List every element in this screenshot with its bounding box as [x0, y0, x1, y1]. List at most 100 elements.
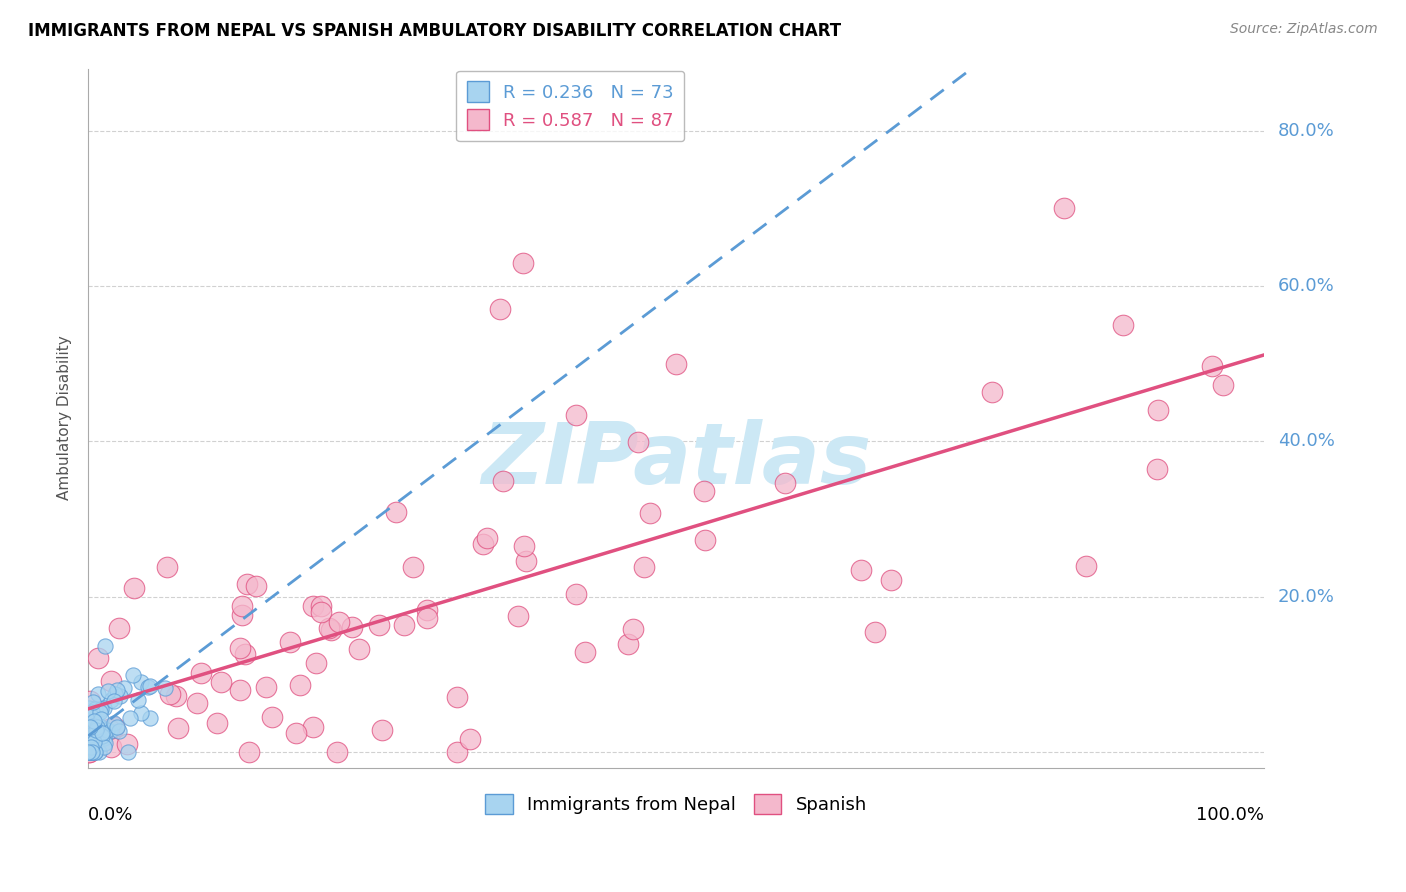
Point	[340, 620, 363, 634]
Point	[79, 694, 101, 708]
Text: 100.0%: 100.0%	[1197, 806, 1264, 824]
Point	[863, 624, 886, 639]
Y-axis label: Ambulatory Disability: Ambulatory Disability	[58, 335, 72, 500]
Point	[80, 705, 103, 719]
Point	[84, 745, 107, 759]
Point	[515, 554, 537, 568]
Point	[103, 715, 125, 730]
Point	[190, 666, 212, 681]
Point	[82, 719, 104, 733]
Point	[458, 732, 481, 747]
Point	[1146, 462, 1168, 476]
Point	[86, 721, 108, 735]
Point	[80, 745, 103, 759]
Point	[77, 700, 100, 714]
Point	[108, 724, 131, 739]
Point	[127, 692, 149, 706]
Point	[97, 683, 120, 698]
Point	[87, 718, 110, 732]
Point	[665, 357, 688, 371]
Point	[309, 606, 332, 620]
Point	[446, 690, 468, 705]
Point	[139, 680, 162, 694]
Point	[93, 736, 115, 750]
Point	[108, 621, 131, 635]
Point	[93, 740, 115, 755]
Point	[1146, 403, 1168, 417]
Point	[83, 714, 105, 728]
Point	[83, 716, 105, 731]
Point	[96, 723, 118, 738]
Point	[90, 720, 112, 734]
Point	[392, 618, 415, 632]
Point	[693, 533, 716, 548]
Point	[89, 705, 111, 719]
Point	[207, 715, 229, 730]
Point	[80, 717, 103, 731]
Point	[97, 723, 120, 737]
Point	[80, 728, 103, 742]
Point	[80, 745, 103, 759]
Point	[80, 745, 103, 759]
Point	[692, 483, 714, 498]
Text: 60.0%: 60.0%	[1278, 277, 1334, 295]
Point	[347, 641, 370, 656]
Point	[565, 587, 588, 601]
Point	[319, 623, 342, 637]
Point	[512, 256, 534, 270]
Point	[326, 745, 349, 759]
Point	[82, 718, 104, 732]
Point	[304, 656, 326, 670]
Point	[165, 689, 187, 703]
Point	[77, 745, 100, 759]
Point	[117, 745, 139, 759]
Point	[508, 609, 530, 624]
Point	[91, 729, 114, 743]
Point	[136, 680, 159, 694]
Point	[231, 599, 253, 613]
Point	[83, 745, 105, 759]
Point	[156, 559, 179, 574]
Point	[94, 640, 117, 654]
Text: 40.0%: 40.0%	[1278, 433, 1334, 450]
Point	[93, 700, 115, 714]
Point	[122, 667, 145, 681]
Point	[880, 574, 903, 588]
Point	[93, 723, 115, 737]
Point	[79, 720, 101, 734]
Point	[77, 745, 100, 759]
Point	[77, 734, 100, 748]
Point	[103, 694, 125, 708]
Point	[105, 720, 128, 734]
Point	[84, 723, 107, 738]
Point	[103, 720, 125, 734]
Point	[122, 581, 145, 595]
Point	[849, 563, 872, 577]
Point	[209, 675, 232, 690]
Point	[1074, 559, 1097, 574]
Point	[1112, 318, 1135, 332]
Point	[80, 732, 103, 747]
Point	[318, 621, 340, 635]
Point	[229, 683, 252, 698]
Point	[302, 720, 325, 734]
Text: 20.0%: 20.0%	[1278, 588, 1334, 606]
Point	[512, 539, 534, 553]
Point	[80, 741, 103, 756]
Point	[100, 674, 122, 689]
Point	[83, 735, 105, 749]
Text: ZIPatlas: ZIPatlas	[481, 418, 872, 501]
Point	[129, 674, 152, 689]
Point	[87, 650, 110, 665]
Point	[446, 745, 468, 759]
Point	[79, 728, 101, 742]
Point	[627, 434, 650, 449]
Point	[105, 683, 128, 698]
Point	[1212, 378, 1234, 392]
Point	[621, 622, 644, 636]
Point	[129, 706, 152, 720]
Point	[633, 559, 655, 574]
Point	[93, 731, 115, 745]
Text: IMMIGRANTS FROM NEPAL VS SPANISH AMBULATORY DISABILITY CORRELATION CHART: IMMIGRANTS FROM NEPAL VS SPANISH AMBULAT…	[28, 22, 841, 40]
Point	[80, 709, 103, 723]
